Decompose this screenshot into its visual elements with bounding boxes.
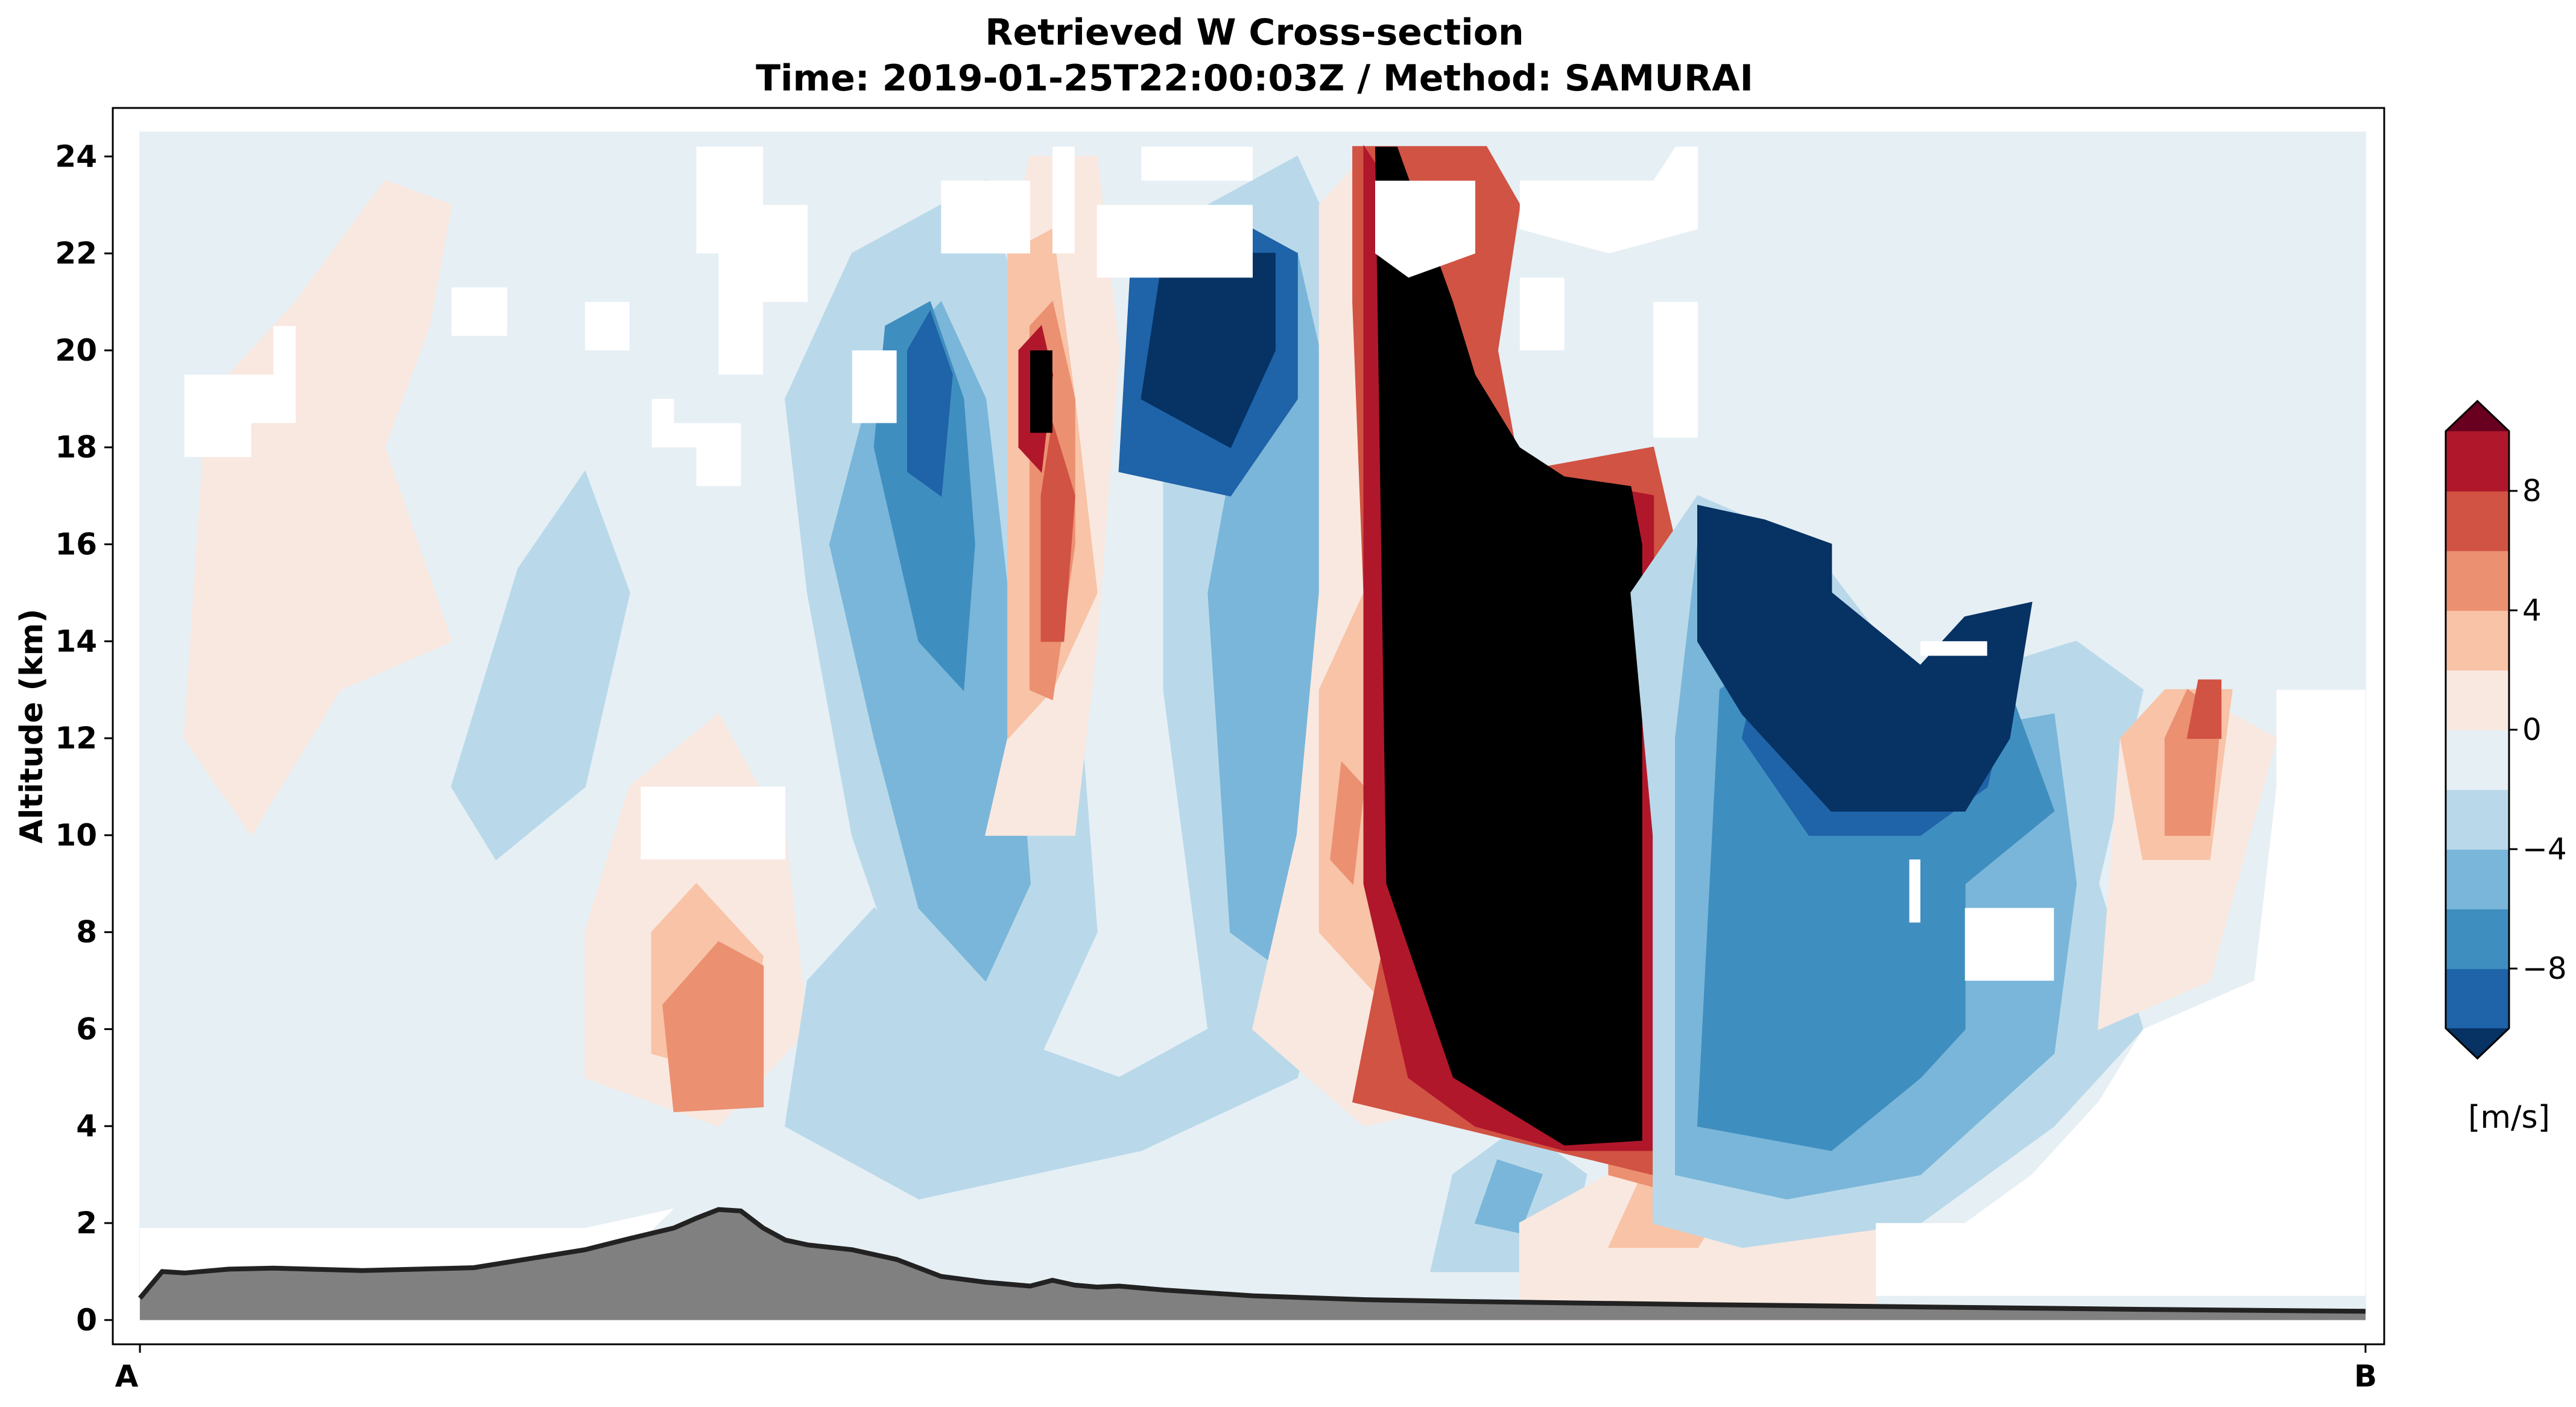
chart-subtitle: Time: 2019-01-25T22:00:03Z / Method: SAM…: [756, 57, 1753, 100]
y-tick-label: 22: [55, 236, 97, 271]
colorbar-segment: [2446, 431, 2509, 492]
w-region-5: [451, 470, 630, 861]
chart-title: Retrieved W Cross-section: [985, 11, 1524, 54]
y-tick-label: 8: [76, 915, 97, 950]
x-tick-label: B: [2354, 1359, 2377, 1394]
missing-area-5: [852, 350, 897, 423]
missing-area-14: [1653, 302, 1698, 438]
y-tick-label: 2: [76, 1206, 97, 1241]
missing-area-12: [1519, 147, 1698, 254]
y-tick-label: 10: [55, 818, 97, 853]
missing-area-0: [184, 326, 296, 457]
missing-area-2: [585, 302, 630, 350]
colorbar-tick-label: −4: [2522, 832, 2567, 867]
colorbar-units: [m/s]: [2468, 1099, 2550, 1136]
missing-area-13: [1519, 277, 1565, 350]
x-tick-label: A: [115, 1359, 139, 1394]
w-region-40: [2186, 679, 2222, 739]
missing-area-9: [1097, 204, 1253, 278]
y-tick-label: 16: [55, 527, 97, 562]
w-region-22: [1474, 1159, 1543, 1234]
colorbar-tick-label: 0: [2522, 712, 2542, 747]
missing-area-7: [941, 180, 1030, 254]
heatmap-field: [139, 131, 2366, 1321]
missing-area-10: [1052, 147, 1075, 254]
colorbar: 8 4 0 −4 −8: [2445, 399, 2567, 1060]
colorbar-tick-label: 8: [2522, 473, 2542, 508]
w-region-18: [1040, 423, 1075, 642]
missing-area-18: [1876, 147, 2366, 1296]
missing-area-16: [1909, 859, 1920, 923]
missing-area-1: [451, 287, 507, 336]
y-tick-label: 12: [55, 721, 97, 756]
w-region-20: [1030, 350, 1052, 433]
y-tick-label: 6: [76, 1011, 97, 1046]
missing-area-6: [641, 786, 786, 860]
colorbar-segment: [2446, 969, 2509, 1029]
colorbar-segment: [2446, 789, 2509, 850]
terrain-line: [138, 1207, 2366, 1314]
colorbar-segment: [2446, 849, 2509, 909]
colorbar-outline: [2445, 399, 2510, 1060]
w-region-31: [1375, 147, 1642, 1146]
y-tick-label: 24: [55, 139, 97, 174]
plot-frame: [112, 107, 2385, 1345]
y-axis-label: Altitude (km): [14, 609, 50, 844]
terrain-profile: [138, 1207, 2366, 1320]
colorbar-segment: [2446, 610, 2509, 671]
missing-area-4: [696, 147, 808, 375]
missing-area-11: [1375, 180, 1475, 278]
terrain-fill: [140, 1209, 2366, 1320]
y-tick-label: 4: [76, 1108, 97, 1143]
missing-area-17: [1964, 908, 2054, 981]
w-region-36: [1697, 504, 2033, 812]
missing-area-8: [1141, 147, 1253, 181]
colorbar-segment: [2446, 670, 2509, 730]
w-region-14: [1141, 253, 1276, 449]
w-region-1: [183, 180, 452, 836]
colorbar-segment: [2446, 730, 2509, 790]
missing-area-3: [651, 399, 741, 487]
y-tick-label: 20: [55, 333, 97, 368]
colorbar-segment: [2446, 551, 2509, 611]
colorbar-segment: [2446, 909, 2509, 969]
y-tick-label: 0: [76, 1303, 97, 1338]
colorbar-tick-label: −8: [2522, 951, 2567, 986]
w-region-4: [662, 941, 764, 1113]
w-region-10: [907, 310, 953, 497]
colorbar-under-arrow: [2446, 1028, 2509, 1058]
missing-area-15: [1920, 641, 1987, 656]
colorbar-over-arrow: [2446, 401, 2509, 431]
colorbar-segment: [2446, 491, 2509, 551]
y-tick-label: 18: [55, 430, 97, 465]
colorbar-tick-label: 4: [2522, 593, 2542, 628]
y-tick-label: 14: [55, 624, 97, 659]
